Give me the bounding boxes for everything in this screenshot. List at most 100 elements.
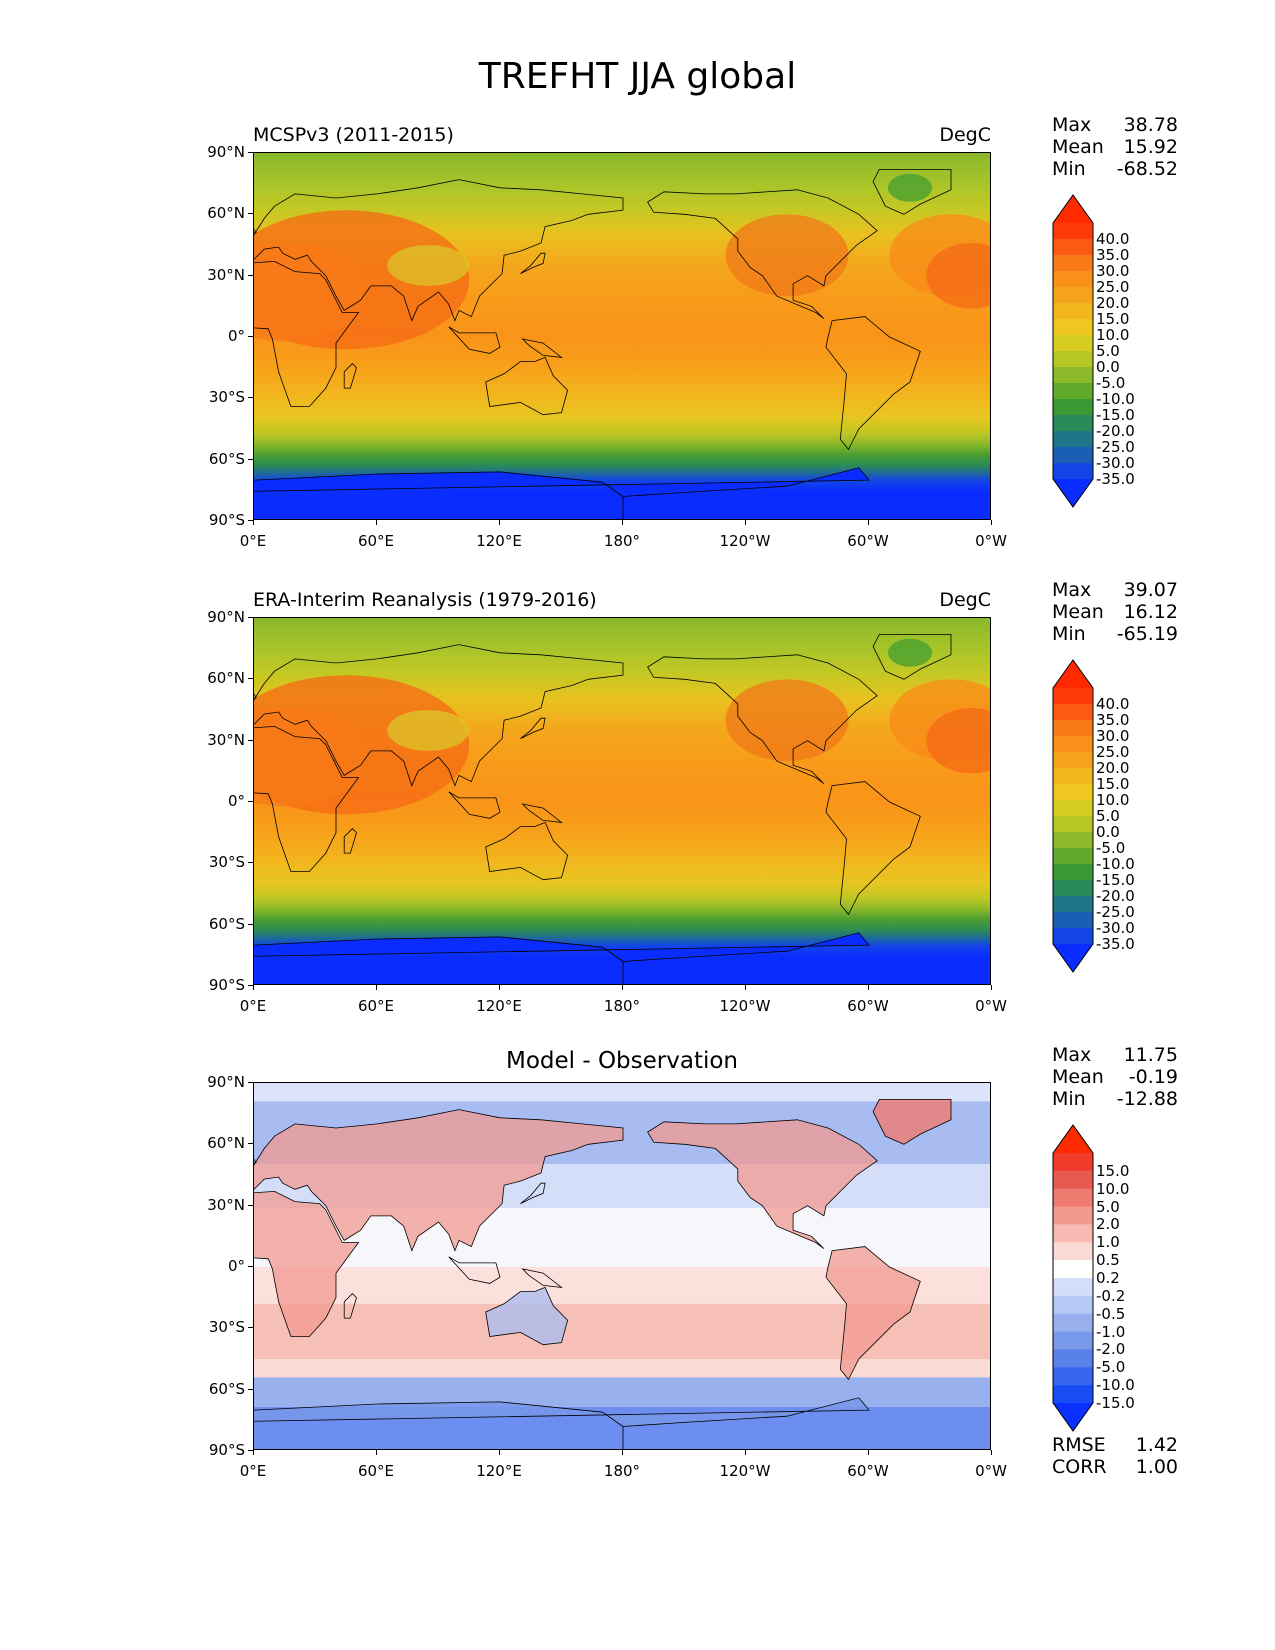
colorbar-label: 10.0 <box>1096 1179 1130 1198</box>
colorbar-segment <box>1053 784 1093 801</box>
x-tick-mark <box>499 985 500 990</box>
colorbar-label: -30.0 <box>1096 919 1135 937</box>
colorbar-segment <box>1053 816 1093 833</box>
colorbar-label: -2.0 <box>1096 1340 1126 1359</box>
y-tick-label: 0° <box>227 327 245 345</box>
stat-label: Min <box>1052 1088 1086 1110</box>
y-tick-label: 60°S <box>208 914 245 933</box>
stat-label: Max <box>1052 1044 1092 1066</box>
colorbar-label: -10.0 <box>1096 1376 1135 1395</box>
land-diff <box>647 1119 878 1249</box>
coastline <box>254 1109 624 1252</box>
y-tick-label: 30°S <box>208 853 245 872</box>
colorbar-label: 15.0 <box>1096 1161 1130 1180</box>
coastline <box>254 260 360 407</box>
stat-value: 38.78 <box>1123 114 1178 136</box>
colorbar-label: 20.0 <box>1096 294 1130 312</box>
colorbar-label: 0.5 <box>1096 1251 1120 1270</box>
antarctica-diff <box>254 1397 869 1449</box>
stat-value: 16.12 <box>1123 601 1178 623</box>
x-tick-mark <box>622 520 623 525</box>
stat-label: Max <box>1052 579 1092 601</box>
colorbar-label: 0.2 <box>1096 1269 1120 1287</box>
colorbar-label: -35.0 <box>1096 935 1135 953</box>
y-tick-mark <box>248 923 253 925</box>
coastline <box>254 228 257 234</box>
y-tick-label: 30°N <box>207 730 245 749</box>
panel-units: DegC <box>939 124 991 146</box>
colorbar-label: 10.0 <box>1096 791 1130 809</box>
coastline <box>254 693 257 699</box>
colorbar-segment <box>1053 1367 1093 1386</box>
y-tick-label: 90°S <box>208 1441 245 1459</box>
colorbar-label: 40.0 <box>1096 695 1130 713</box>
colorbar-label: 35.0 <box>1096 246 1130 264</box>
colorbar-label: 35.0 <box>1096 711 1130 729</box>
x-tick-mark <box>253 520 254 525</box>
x-tick-mark <box>868 985 869 990</box>
y-tick-label: 90°N <box>207 608 245 626</box>
x-tick-mark <box>745 520 746 525</box>
y-tick-label: 60°N <box>207 204 245 223</box>
coastline <box>254 179 624 322</box>
colorbar-extend-top <box>1053 660 1093 688</box>
coastline <box>343 363 357 389</box>
colorbar-label: -35.0 <box>1096 470 1135 488</box>
colorbar-label: -15.0 <box>1096 406 1135 424</box>
x-tick-mark <box>991 1450 992 1455</box>
colorbar-label: 5.0 <box>1096 1197 1120 1216</box>
y-tick-mark <box>248 678 253 680</box>
coastline <box>254 932 870 984</box>
y-tick-label: 30°N <box>207 1195 245 1214</box>
diff-band <box>254 1083 990 1102</box>
colorbar-segment <box>1053 335 1093 352</box>
colorbar-extend-top <box>1053 1125 1093 1153</box>
footer-value: 1.00 <box>1135 1456 1178 1478</box>
x-tick-label: 0°E <box>239 997 267 1015</box>
colorbar-segment <box>1053 1188 1093 1208</box>
y-tick-mark <box>248 1143 253 1145</box>
coastlines <box>254 1099 952 1449</box>
stat-label: Mean <box>1052 136 1104 158</box>
antarctica-cold <box>254 932 869 984</box>
colorbar-segment <box>1053 1170 1093 1190</box>
coastline <box>520 717 546 739</box>
land-diff <box>254 1191 359 1337</box>
stat-value: 11.75 <box>1123 1044 1178 1066</box>
y-tick-label: 90°S <box>208 976 245 994</box>
x-tick-mark <box>622 985 623 990</box>
x-tick-mark <box>499 520 500 525</box>
land-diff <box>254 1109 623 1251</box>
coastline <box>254 725 360 872</box>
stat-value: -0.19 <box>1128 1066 1178 1088</box>
colorbar-label: -25.0 <box>1096 903 1135 921</box>
colorbar-segment <box>1053 848 1093 865</box>
colorbar-segment <box>1053 1313 1093 1333</box>
coastlines <box>254 169 952 519</box>
y-tick-mark <box>248 336 253 337</box>
map-svg <box>254 1083 990 1449</box>
colorbar-label: -10.0 <box>1096 855 1135 873</box>
panel-footer-stats: RMSE 1.42 CORR 1.00 <box>1052 1434 1178 1478</box>
coastline <box>825 1246 921 1381</box>
colorbar-label: 15.0 <box>1096 310 1130 328</box>
colorbar-segment <box>1053 1278 1093 1297</box>
colorbar-segment <box>1053 1295 1093 1315</box>
coastline <box>254 467 870 519</box>
x-tick-mark <box>745 1450 746 1455</box>
colorbar-extend-bottom <box>1053 479 1093 507</box>
coastline <box>343 828 357 854</box>
coastline <box>825 316 921 451</box>
colorbar-segment <box>1053 880 1093 897</box>
colorbar-label: 0.0 <box>1096 358 1120 376</box>
colorbar-outline <box>1052 659 1094 973</box>
y-tick-mark <box>248 397 253 399</box>
colorbar-segment <box>1053 752 1093 769</box>
colorbar-segment <box>1053 399 1093 416</box>
stat-value: 15.92 <box>1123 136 1178 158</box>
stat-row: Mean 15.92 <box>1052 136 1178 158</box>
y-tick-label: 90°S <box>208 511 245 529</box>
colorbar-label: -10.0 <box>1096 390 1135 408</box>
y-tick-mark <box>248 1327 253 1329</box>
x-tick-mark <box>253 985 254 990</box>
